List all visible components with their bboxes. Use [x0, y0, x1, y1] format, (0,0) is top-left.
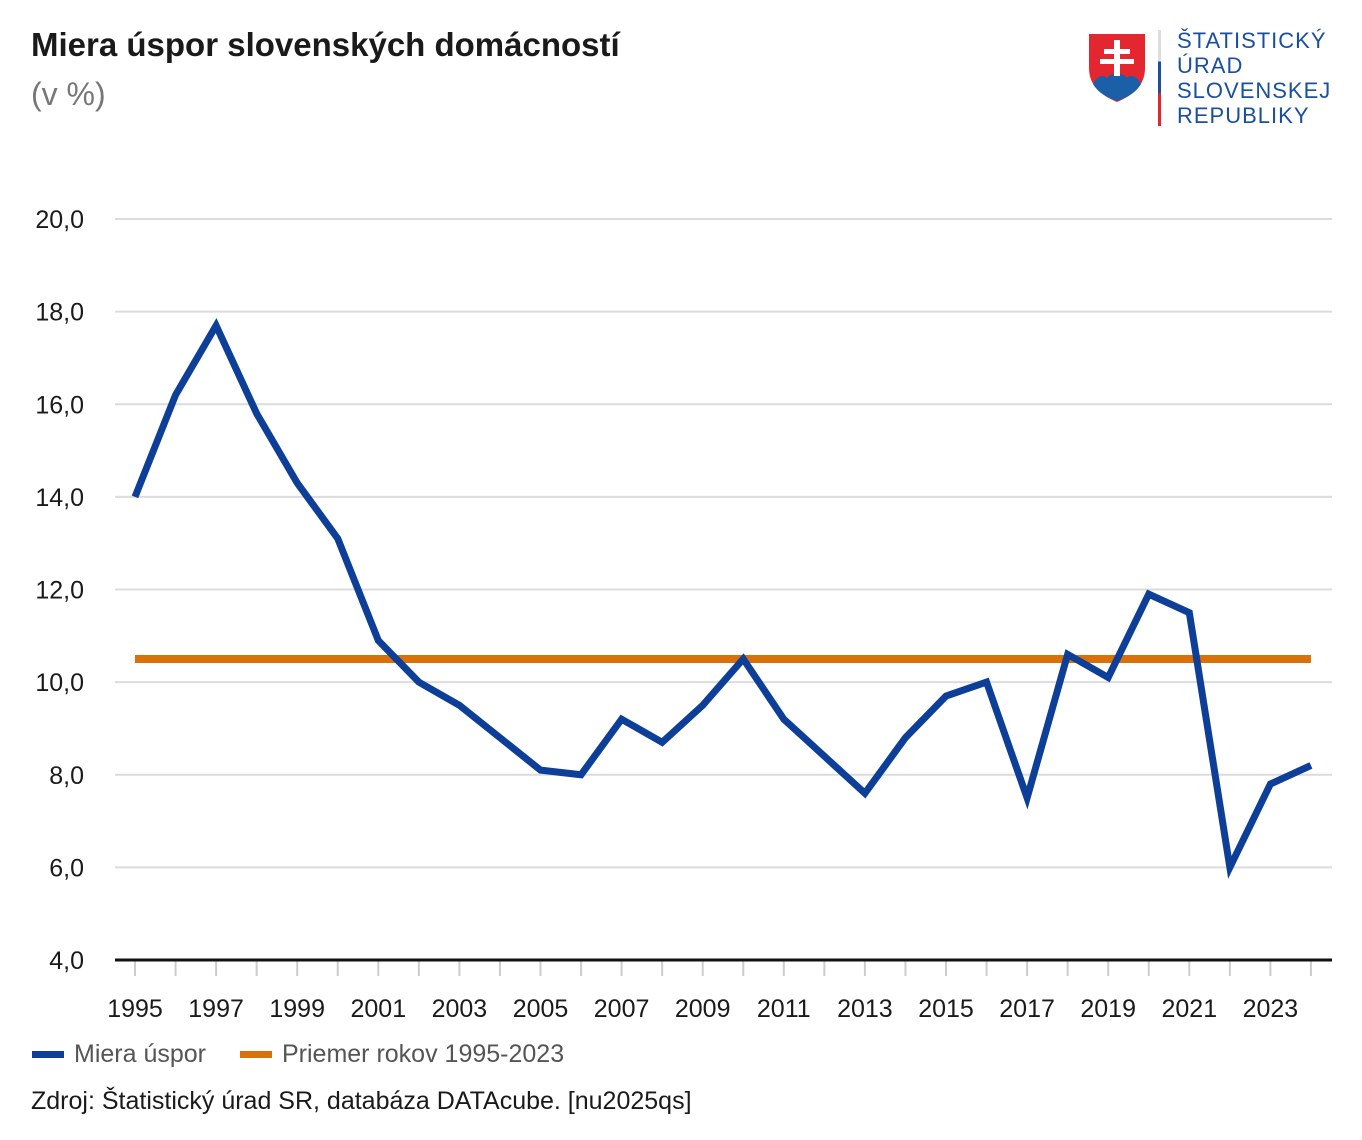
legend-swatch: [32, 1051, 64, 1058]
x-tick-label: 2013: [837, 995, 893, 1023]
x-tick-label: 2023: [1243, 995, 1299, 1023]
line-chart: 4,0 6,0 8,0 10,0 12,0 14,0 16,0 18,0 20,0 1995 199…: [35, 206, 1332, 1023]
x-tick-label: 1995: [107, 995, 163, 1023]
x-tick-label: 2001: [350, 995, 406, 1023]
legend: Miera úspor Priemer rokov 1995-2023: [32, 1040, 564, 1069]
x-tick-label: 2011: [757, 995, 811, 1023]
series-line-savings: [131, 317, 1313, 879]
logo: ŠTATISTICKÝ ÚRAD SLOVENSKEJ REPUBLIKY: [1085, 28, 1335, 128]
x-tick-label: 2007: [594, 995, 650, 1023]
x-tick-label: 2017: [999, 995, 1055, 1023]
x-tick-label: 1999: [269, 995, 325, 1023]
x-tick-label: 2015: [918, 995, 974, 1023]
y-tick-label: 18,0: [35, 299, 84, 327]
source-note: Zdroj: Štatistický úrad SR, databáza DAT…: [31, 1087, 692, 1115]
y-tick-label: 8,0: [49, 762, 84, 790]
y-tick-label: 14,0: [35, 484, 84, 512]
legend-item-average: Priemer rokov 1995-2023: [240, 1040, 564, 1069]
coat-of-arms-icon: [1089, 34, 1145, 102]
legend-item-savings: Miera úspor: [32, 1040, 206, 1069]
x-tick-label: 2019: [1080, 995, 1136, 1023]
x-tick-label: 1997: [188, 995, 244, 1023]
x-tick-label: 2005: [513, 995, 569, 1023]
x-tick-label: 2003: [432, 995, 488, 1023]
logo-divider: [1158, 30, 1161, 126]
x-tick-label: 2021: [1161, 995, 1217, 1023]
y-tick-label: 6,0: [49, 854, 84, 882]
y-tick-label: 20,0: [35, 206, 84, 234]
logo-text: ŠTATISTICKÝ ÚRAD SLOVENSKEJ REPUBLIKY: [1177, 28, 1332, 128]
y-tick-label: 4,0: [49, 947, 84, 975]
legend-swatch: [240, 1051, 272, 1058]
chart-subtitle: (v %): [31, 76, 106, 112]
y-tick-label: 10,0: [35, 669, 84, 697]
y-tick-label: 16,0: [35, 391, 84, 419]
y-tick-label: 12,0: [35, 577, 84, 605]
chart-title: Miera úspor slovenských domácností: [31, 26, 620, 63]
x-tick-label: 2009: [675, 995, 731, 1023]
